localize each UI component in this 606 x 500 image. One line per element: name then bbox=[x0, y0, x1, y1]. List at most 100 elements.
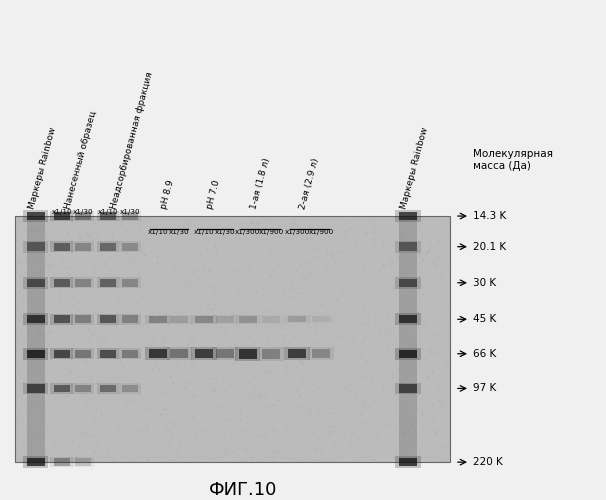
Point bbox=[268, 243, 278, 251]
Point bbox=[148, 420, 158, 428]
Point bbox=[36, 242, 46, 250]
Point bbox=[247, 380, 257, 388]
Point bbox=[145, 376, 155, 384]
Point bbox=[128, 366, 138, 374]
Point bbox=[350, 376, 360, 384]
Point bbox=[201, 225, 211, 233]
Point bbox=[187, 230, 196, 238]
Point bbox=[390, 384, 399, 392]
Point bbox=[373, 390, 383, 398]
Point bbox=[186, 394, 196, 402]
Point bbox=[135, 259, 144, 267]
Point bbox=[108, 374, 118, 382]
Point bbox=[52, 416, 62, 424]
Point bbox=[171, 450, 181, 458]
Point bbox=[20, 278, 30, 286]
Point bbox=[16, 316, 25, 324]
Point bbox=[264, 410, 274, 418]
Point bbox=[129, 356, 139, 364]
Point bbox=[56, 243, 66, 251]
Point bbox=[82, 345, 92, 353]
Point bbox=[388, 244, 398, 252]
Point bbox=[122, 215, 132, 223]
Point bbox=[399, 313, 409, 321]
Point bbox=[182, 438, 192, 446]
Point bbox=[439, 358, 448, 366]
Point bbox=[344, 306, 353, 314]
Point bbox=[182, 354, 192, 362]
Point bbox=[331, 302, 341, 310]
Point bbox=[62, 372, 72, 380]
Point bbox=[342, 252, 352, 260]
Point bbox=[345, 412, 355, 420]
Point bbox=[356, 427, 365, 435]
Point bbox=[303, 450, 313, 458]
Point bbox=[57, 279, 67, 287]
Point bbox=[40, 222, 50, 230]
Point bbox=[165, 448, 175, 456]
Point bbox=[51, 286, 61, 294]
Point bbox=[188, 413, 198, 421]
Point bbox=[275, 241, 285, 249]
Point bbox=[265, 346, 275, 354]
Point bbox=[444, 348, 453, 356]
Point bbox=[123, 232, 133, 239]
Point bbox=[219, 234, 229, 241]
Point bbox=[63, 238, 73, 246]
Point bbox=[265, 307, 275, 315]
Point bbox=[441, 303, 451, 311]
Point bbox=[77, 406, 87, 413]
Point bbox=[321, 313, 330, 321]
Point bbox=[348, 397, 358, 405]
Point bbox=[425, 274, 435, 282]
Point bbox=[410, 409, 420, 417]
Point bbox=[55, 332, 64, 340]
Point bbox=[59, 246, 69, 254]
Point bbox=[430, 231, 439, 239]
Point bbox=[198, 370, 207, 378]
Point bbox=[277, 358, 287, 366]
Point bbox=[253, 384, 263, 392]
Point bbox=[15, 286, 24, 294]
Point bbox=[33, 304, 42, 312]
Point bbox=[312, 456, 322, 464]
Point bbox=[235, 454, 245, 462]
Point bbox=[102, 346, 112, 354]
Point bbox=[213, 346, 223, 354]
Point bbox=[341, 288, 351, 296]
Point bbox=[18, 304, 27, 312]
Point bbox=[180, 382, 190, 390]
Point bbox=[92, 404, 102, 412]
Point bbox=[17, 414, 27, 422]
Point bbox=[359, 422, 369, 430]
Point bbox=[164, 231, 174, 239]
Point bbox=[344, 292, 354, 300]
Bar bbox=[72, 210, 94, 222]
Point bbox=[430, 287, 440, 295]
Point bbox=[276, 344, 286, 352]
Point bbox=[186, 412, 196, 420]
Point bbox=[196, 306, 206, 314]
Point bbox=[131, 357, 141, 365]
Point bbox=[53, 371, 62, 379]
Point bbox=[345, 326, 355, 334]
Point bbox=[152, 259, 162, 267]
Point bbox=[274, 356, 284, 364]
Point bbox=[99, 376, 108, 384]
Point bbox=[352, 390, 362, 398]
Point bbox=[401, 214, 411, 222]
Point bbox=[430, 262, 439, 270]
Point bbox=[319, 443, 328, 451]
Point bbox=[127, 342, 137, 349]
Point bbox=[128, 235, 138, 243]
Point bbox=[246, 420, 256, 428]
Point bbox=[426, 296, 436, 304]
Point bbox=[94, 321, 104, 329]
Point bbox=[444, 336, 453, 344]
Point bbox=[187, 362, 196, 370]
Point bbox=[213, 402, 223, 410]
Point bbox=[280, 384, 290, 392]
Point bbox=[116, 422, 125, 430]
Point bbox=[189, 436, 199, 444]
Point bbox=[318, 292, 327, 300]
